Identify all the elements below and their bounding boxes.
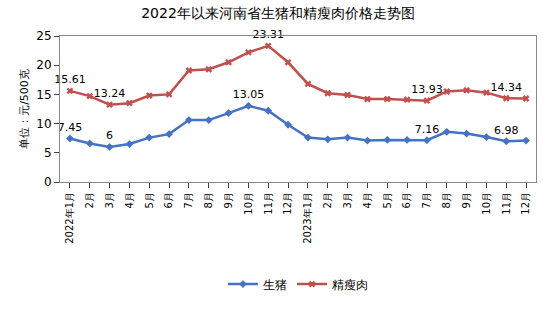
- svg-text:9月: 9月: [223, 192, 234, 208]
- svg-text:2023年1月: 2023年1月: [302, 192, 313, 244]
- svg-text:23.31: 23.31: [253, 28, 285, 41]
- svg-text:6.98: 6.98: [494, 124, 519, 137]
- svg-text:13.05: 13.05: [233, 88, 264, 101]
- svg-text:11月: 11月: [501, 192, 512, 215]
- svg-text:2022年以来河南省生猪和精瘦肉价格走势图: 2022年以来河南省生猪和精瘦肉价格走势图: [141, 5, 415, 21]
- svg-text:7月: 7月: [183, 192, 194, 208]
- svg-text:6月: 6月: [401, 192, 412, 208]
- svg-text:0: 0: [44, 175, 52, 189]
- svg-text:14.34: 14.34: [491, 81, 523, 94]
- svg-text:精瘦肉: 精瘦肉: [332, 278, 368, 292]
- svg-text:10: 10: [36, 117, 51, 131]
- svg-text:2月: 2月: [84, 192, 95, 208]
- svg-text:4月: 4月: [124, 192, 135, 208]
- svg-text:11月: 11月: [263, 192, 274, 215]
- svg-text:5月: 5月: [382, 192, 393, 208]
- svg-text:6月: 6月: [163, 192, 174, 208]
- svg-text:5: 5: [44, 146, 52, 160]
- svg-text:3月: 3月: [104, 192, 115, 208]
- svg-text:2022年1月: 2022年1月: [64, 192, 75, 244]
- svg-text:2月: 2月: [322, 192, 333, 208]
- svg-text:7.16: 7.16: [415, 123, 440, 136]
- svg-text:13.24: 13.24: [94, 87, 126, 100]
- svg-text:生猪: 生猪: [263, 278, 287, 292]
- svg-text:10月: 10月: [243, 192, 254, 215]
- svg-text:单位：元/500克: 单位：元/500克: [18, 69, 31, 149]
- svg-text:8月: 8月: [441, 192, 452, 208]
- svg-text:9月: 9月: [461, 192, 472, 208]
- svg-text:12月: 12月: [282, 192, 293, 215]
- svg-text:13.93: 13.93: [411, 83, 443, 96]
- svg-text:4月: 4月: [362, 192, 373, 208]
- svg-text:25: 25: [36, 29, 51, 43]
- svg-text:10月: 10月: [481, 192, 492, 215]
- svg-text:3月: 3月: [342, 192, 353, 208]
- svg-text:7月: 7月: [421, 192, 432, 208]
- svg-text:7.45: 7.45: [58, 121, 82, 134]
- svg-text:15.61: 15.61: [54, 73, 85, 86]
- svg-text:12月: 12月: [520, 192, 531, 215]
- svg-text:20: 20: [36, 58, 51, 72]
- svg-text:15: 15: [36, 88, 51, 102]
- svg-text:8月: 8月: [203, 192, 214, 208]
- svg-text:5月: 5月: [144, 192, 155, 208]
- svg-text:6: 6: [106, 129, 113, 142]
